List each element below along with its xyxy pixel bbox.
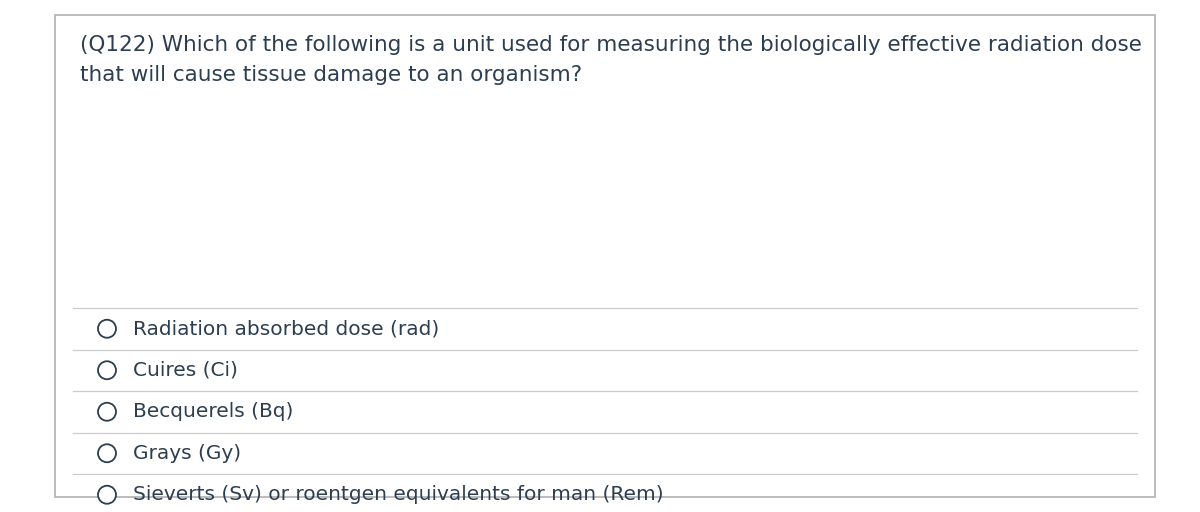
Circle shape: [98, 444, 116, 462]
Text: Cuires (Ci): Cuires (Ci): [133, 361, 238, 380]
Circle shape: [98, 486, 116, 504]
Text: Grays (Gy): Grays (Gy): [133, 444, 241, 463]
Text: Radiation absorbed dose (rad): Radiation absorbed dose (rad): [133, 319, 439, 338]
Text: (Q122) Which of the following is a unit used for measuring the biologically effe: (Q122) Which of the following is a unit …: [80, 35, 1142, 86]
Circle shape: [98, 403, 116, 421]
Text: Becquerels (Bq): Becquerels (Bq): [133, 402, 293, 421]
Circle shape: [98, 320, 116, 338]
Circle shape: [98, 361, 116, 379]
Text: Sieverts (Sv) or roentgen equivalents for man (Rem): Sieverts (Sv) or roentgen equivalents fo…: [133, 485, 664, 504]
